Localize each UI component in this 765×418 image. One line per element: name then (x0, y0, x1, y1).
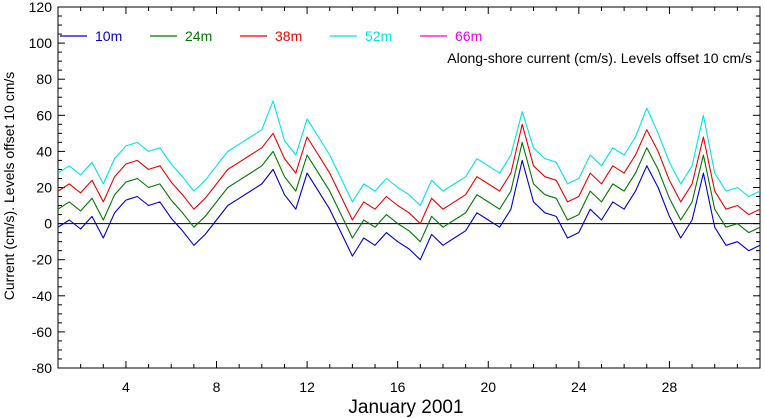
y-tick-label: 80 (36, 71, 52, 87)
x-tick-label: 20 (480, 379, 496, 395)
series-line-38m (57, 123, 761, 225)
x-tick-label: 12 (299, 379, 315, 395)
legend-label-52m: 52m (365, 28, 392, 44)
series-line-52m (57, 100, 761, 207)
x-axis: 4 8 12 16 20 24 28 (57, 7, 761, 395)
y-tick-label: -80 (32, 360, 52, 376)
legend: 10m 24m 38m 52m 66m (60, 28, 482, 44)
x-tick-label: 16 (390, 379, 406, 395)
y-tick-label: 120 (29, 0, 53, 15)
x-tick-label: 28 (662, 379, 678, 395)
y-axis: -80 -60 -40 -20 0 20 40 60 80 100 120 (29, 0, 760, 376)
series-layer (57, 100, 761, 261)
series-line-24m (57, 141, 761, 243)
y-tick-label: 20 (36, 180, 52, 196)
y-tick-label: -20 (32, 252, 52, 268)
y-tick-label: 40 (36, 143, 52, 159)
chart-annotation: Along-shore current (cm/s). Levels offse… (447, 50, 752, 66)
legend-label-24m: 24m (185, 28, 212, 44)
legend-label-10m: 10m (95, 28, 122, 44)
y-axis-label: Current (cm/s). Levels offset 10 cm/s (1, 72, 17, 300)
legend-label-38m: 38m (275, 28, 302, 44)
y-tick-label: 0 (44, 216, 52, 232)
x-axis-label: January 2001 (348, 397, 463, 418)
y-tick-label: 60 (36, 107, 52, 123)
legend-label-66m: 66m (455, 28, 482, 44)
series-line-10m (57, 159, 761, 261)
x-tick-label: 24 (571, 379, 587, 395)
x-tick-label: 8 (213, 379, 221, 395)
y-tick-label: -60 (32, 324, 52, 340)
y-tick-label: -40 (32, 288, 52, 304)
y-tick-label: 100 (29, 35, 53, 51)
x-tick-label: 4 (122, 379, 130, 395)
